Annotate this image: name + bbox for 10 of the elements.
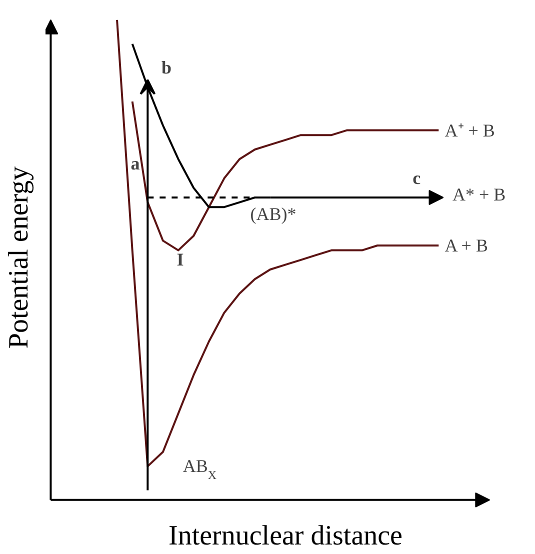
annotation: c [412,168,421,188]
series-label: A + B [444,236,488,256]
x-axis-title: Internuclear distance [168,520,402,552]
y-axis-title: Potential energy [4,166,34,349]
series-label: A⁺ + B [444,120,495,140]
text: A* + B [452,184,506,205]
annotation: (AB)* [250,204,296,224]
annotation: I [176,250,184,270]
annotation: b [161,58,172,78]
annotation: a [130,154,140,174]
